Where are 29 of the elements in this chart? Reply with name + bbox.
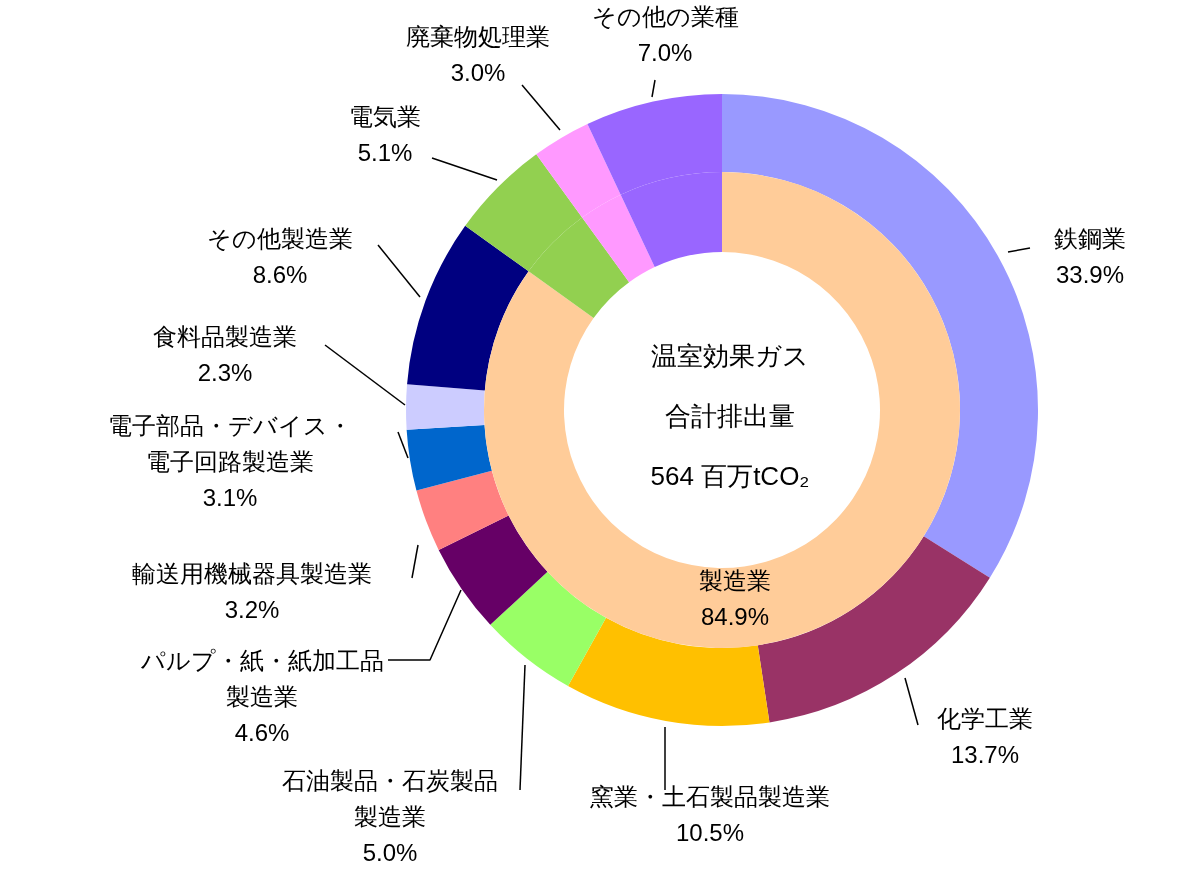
text: 合計排出量: [665, 401, 795, 432]
data-label: 84.9%: [700, 602, 770, 630]
slice-label: 電気業: [349, 102, 421, 130]
data-label: 4.6%: [234, 718, 290, 746]
data-label: 5.0%: [362, 838, 418, 866]
slice-label: その他の業種: [591, 2, 739, 30]
slice-label: パルプ・紙・紙加工品製造業: [139, 646, 384, 710]
data-label: 13.7%: [950, 740, 1020, 768]
data-label: 33.9%: [1055, 260, 1125, 288]
slice-label: 石油製品・石炭製品製造業: [282, 766, 498, 830]
data-label: 3.1%: [202, 483, 258, 511]
data-label: 7.0%: [637, 38, 693, 66]
slice-label: 製造業: [699, 566, 771, 594]
data-label: 3.0%: [450, 58, 506, 86]
slice-label: 廃棄物処理業: [406, 22, 550, 50]
slice-label: 窯業・土石製品製造業: [590, 782, 830, 810]
slice-label: 輸送用機械器具製造業: [132, 559, 372, 587]
data-label: 10.5%: [675, 818, 745, 846]
slice-label: 鉄鋼業: [1054, 224, 1126, 252]
data-label: 3.2%: [224, 595, 280, 623]
data-label: 5.1%: [357, 138, 413, 166]
slice-label: その他製造業: [207, 224, 353, 252]
slice-label: 食料品製造業: [153, 322, 297, 350]
data-label: 8.6%: [252, 260, 308, 288]
text: 温室効果ガス: [651, 341, 809, 372]
slice-label: 化学工業: [937, 704, 1033, 732]
data-label: 2.3%: [197, 358, 253, 386]
slice-label: 電子部品・デバイス・電子回路製造業: [108, 411, 352, 475]
text: 564 百万tCO₂: [650, 461, 810, 492]
